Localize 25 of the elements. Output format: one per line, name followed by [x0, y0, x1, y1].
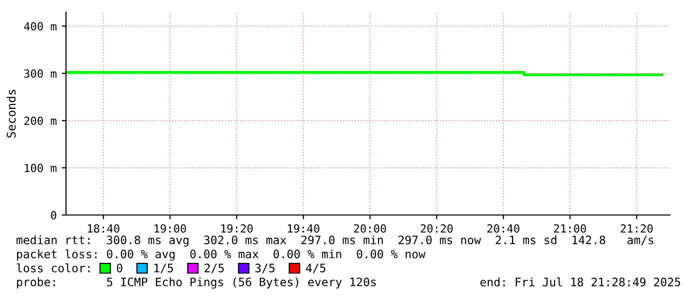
text: probe: 5 ICMP Echo Pings (56 Bytes) every 120s	[17, 277, 376, 289]
legend-label: 4/5	[306, 264, 326, 274]
x-tick-label: 20:20	[420, 224, 453, 233]
text: median rtt: 300.8 ms avg 302.0 ms max 297.0 ms min 297.0 ms now 2.1 ms sd 142.8 am/s	[16, 235, 654, 247]
legend-label: 3/5	[255, 264, 275, 274]
x-tick-label: 20:00	[354, 224, 386, 233]
y-tick-label: 200 m	[24, 116, 56, 125]
y-tick-label: 100 m	[24, 164, 56, 172]
x-tick-label: 18:40	[88, 224, 120, 233]
text: end: Fri Jul 18 21:28:49 2025	[480, 277, 680, 286]
text: packet loss: 0.00 % avg 0.00 % max 0.00 % min 0.00 % now	[17, 249, 426, 261]
x-tick-label: 21:20	[620, 224, 653, 233]
legend-label: 1/5	[154, 264, 173, 274]
x-tick-label: 19:20	[221, 224, 253, 233]
x-tick-label: 21:00	[554, 224, 586, 233]
y-axis-title: Seconds	[6, 90, 16, 138]
x-tick-label: 19:40	[288, 224, 320, 233]
x-tick-label: 20:40	[487, 224, 520, 233]
legend-label: 2/5	[204, 264, 224, 274]
x-tick-label: 19:00	[154, 224, 186, 233]
y-tick-label: 0	[51, 211, 56, 220]
legend-label: 0	[116, 264, 122, 272]
y-tick-label: 400 m	[24, 22, 56, 31]
y-tick-label: 300 m	[24, 69, 56, 78]
legend-title: loss color:	[16, 263, 90, 272]
